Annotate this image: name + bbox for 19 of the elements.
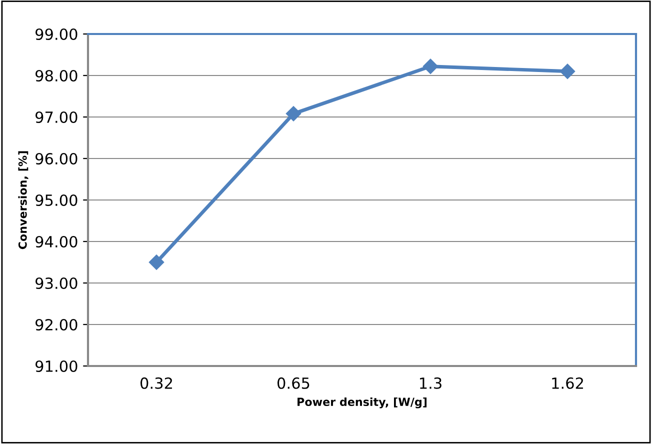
y-tick-label: 97.00 [36, 111, 78, 124]
y-tick-label: 96.00 [36, 152, 78, 165]
y-tick-label: 99.00 [36, 28, 78, 40]
y-tick-label: 92.00 [36, 318, 78, 331]
x-tick-label: 1.62 [552, 377, 583, 389]
x-tick-label: 0.32 [140, 377, 172, 389]
point [148, 254, 164, 270]
y-tick-label: 91.00 [36, 360, 78, 372]
y-tick-label: 95.00 [36, 194, 78, 206]
y-axis-title: Conversion, [%] [18, 151, 28, 250]
y-tick-label: 94.00 [36, 236, 78, 248]
point [560, 64, 576, 79]
point [286, 106, 302, 122]
x-tick-label: 1.3 [420, 377, 442, 389]
point [422, 58, 438, 74]
y-tick-label: 98.00 [36, 70, 78, 82]
y-tick-label: 93.00 [36, 277, 78, 290]
x-axis-title: Power density, [W/g] [298, 397, 427, 408]
x-tick-label: 0.65 [278, 377, 310, 389]
